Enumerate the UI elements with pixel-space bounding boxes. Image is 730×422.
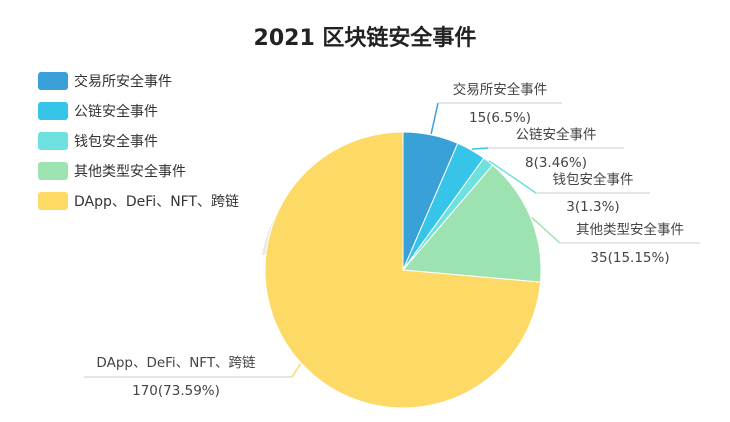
leader-line — [488, 160, 537, 194]
legend-swatch — [38, 72, 68, 90]
legend: 交易所安全事件 公链安全事件 钱包安全事件 其他类型安全事件 DApp、DeFi… — [38, 66, 239, 216]
legend-label: DApp、DeFi、NFT、跨链 — [74, 194, 240, 210]
pie-slice[interactable] — [401, 164, 542, 283]
leader-line — [291, 363, 302, 378]
leader-line — [471, 147, 489, 150]
legend-item[interactable]: DApp、DeFi、NFT、跨链 — [38, 186, 239, 216]
slice-value-label: 15(6.5%) — [469, 110, 531, 126]
chart-title: 2021 区块链安全事件 — [253, 26, 477, 51]
leader-line — [531, 216, 561, 244]
slice-name-label: 交易所安全事件 — [453, 81, 548, 98]
slice-value-label: 8(3.46%) — [525, 155, 587, 171]
leader-lines — [84, 102, 700, 378]
legend-label: 钱包安全事件 — [74, 134, 158, 150]
pie-slices — [264, 131, 542, 409]
legend-swatch — [38, 102, 68, 120]
leader-line — [430, 102, 439, 135]
legend-swatch — [38, 162, 68, 180]
legend-label: 其他类型安全事件 — [74, 164, 186, 180]
legend-item[interactable]: 交易所安全事件 — [38, 66, 239, 96]
legend-swatch — [38, 192, 68, 210]
slice-name-label: 其他类型安全事件 — [576, 221, 684, 238]
slice-value-label: 35(15.15%) — [590, 250, 669, 266]
legend-item[interactable]: 公链安全事件 — [38, 96, 239, 126]
slice-name-label: 钱包安全事件 — [553, 171, 634, 188]
legend-item[interactable]: 钱包安全事件 — [38, 126, 239, 156]
slice-value-label: 170(73.59%) — [132, 383, 220, 399]
slice-value-label: 3(1.3%) — [566, 199, 619, 215]
legend-label: 交易所安全事件 — [74, 74, 172, 90]
legend-swatch — [38, 132, 68, 150]
slice-name-label: DApp、DeFi、NFT、跨链 — [96, 355, 256, 371]
legend-item[interactable]: 其他类型安全事件 — [38, 156, 239, 186]
legend-label: 公链安全事件 — [74, 104, 158, 120]
slice-labels: 交易所安全事件 15(6.5%) 公链安全事件 8(3.46%) 钱包安全事件 … — [96, 81, 684, 399]
slice-name-label: 公链安全事件 — [516, 126, 597, 143]
pie-slice[interactable] — [264, 131, 542, 409]
